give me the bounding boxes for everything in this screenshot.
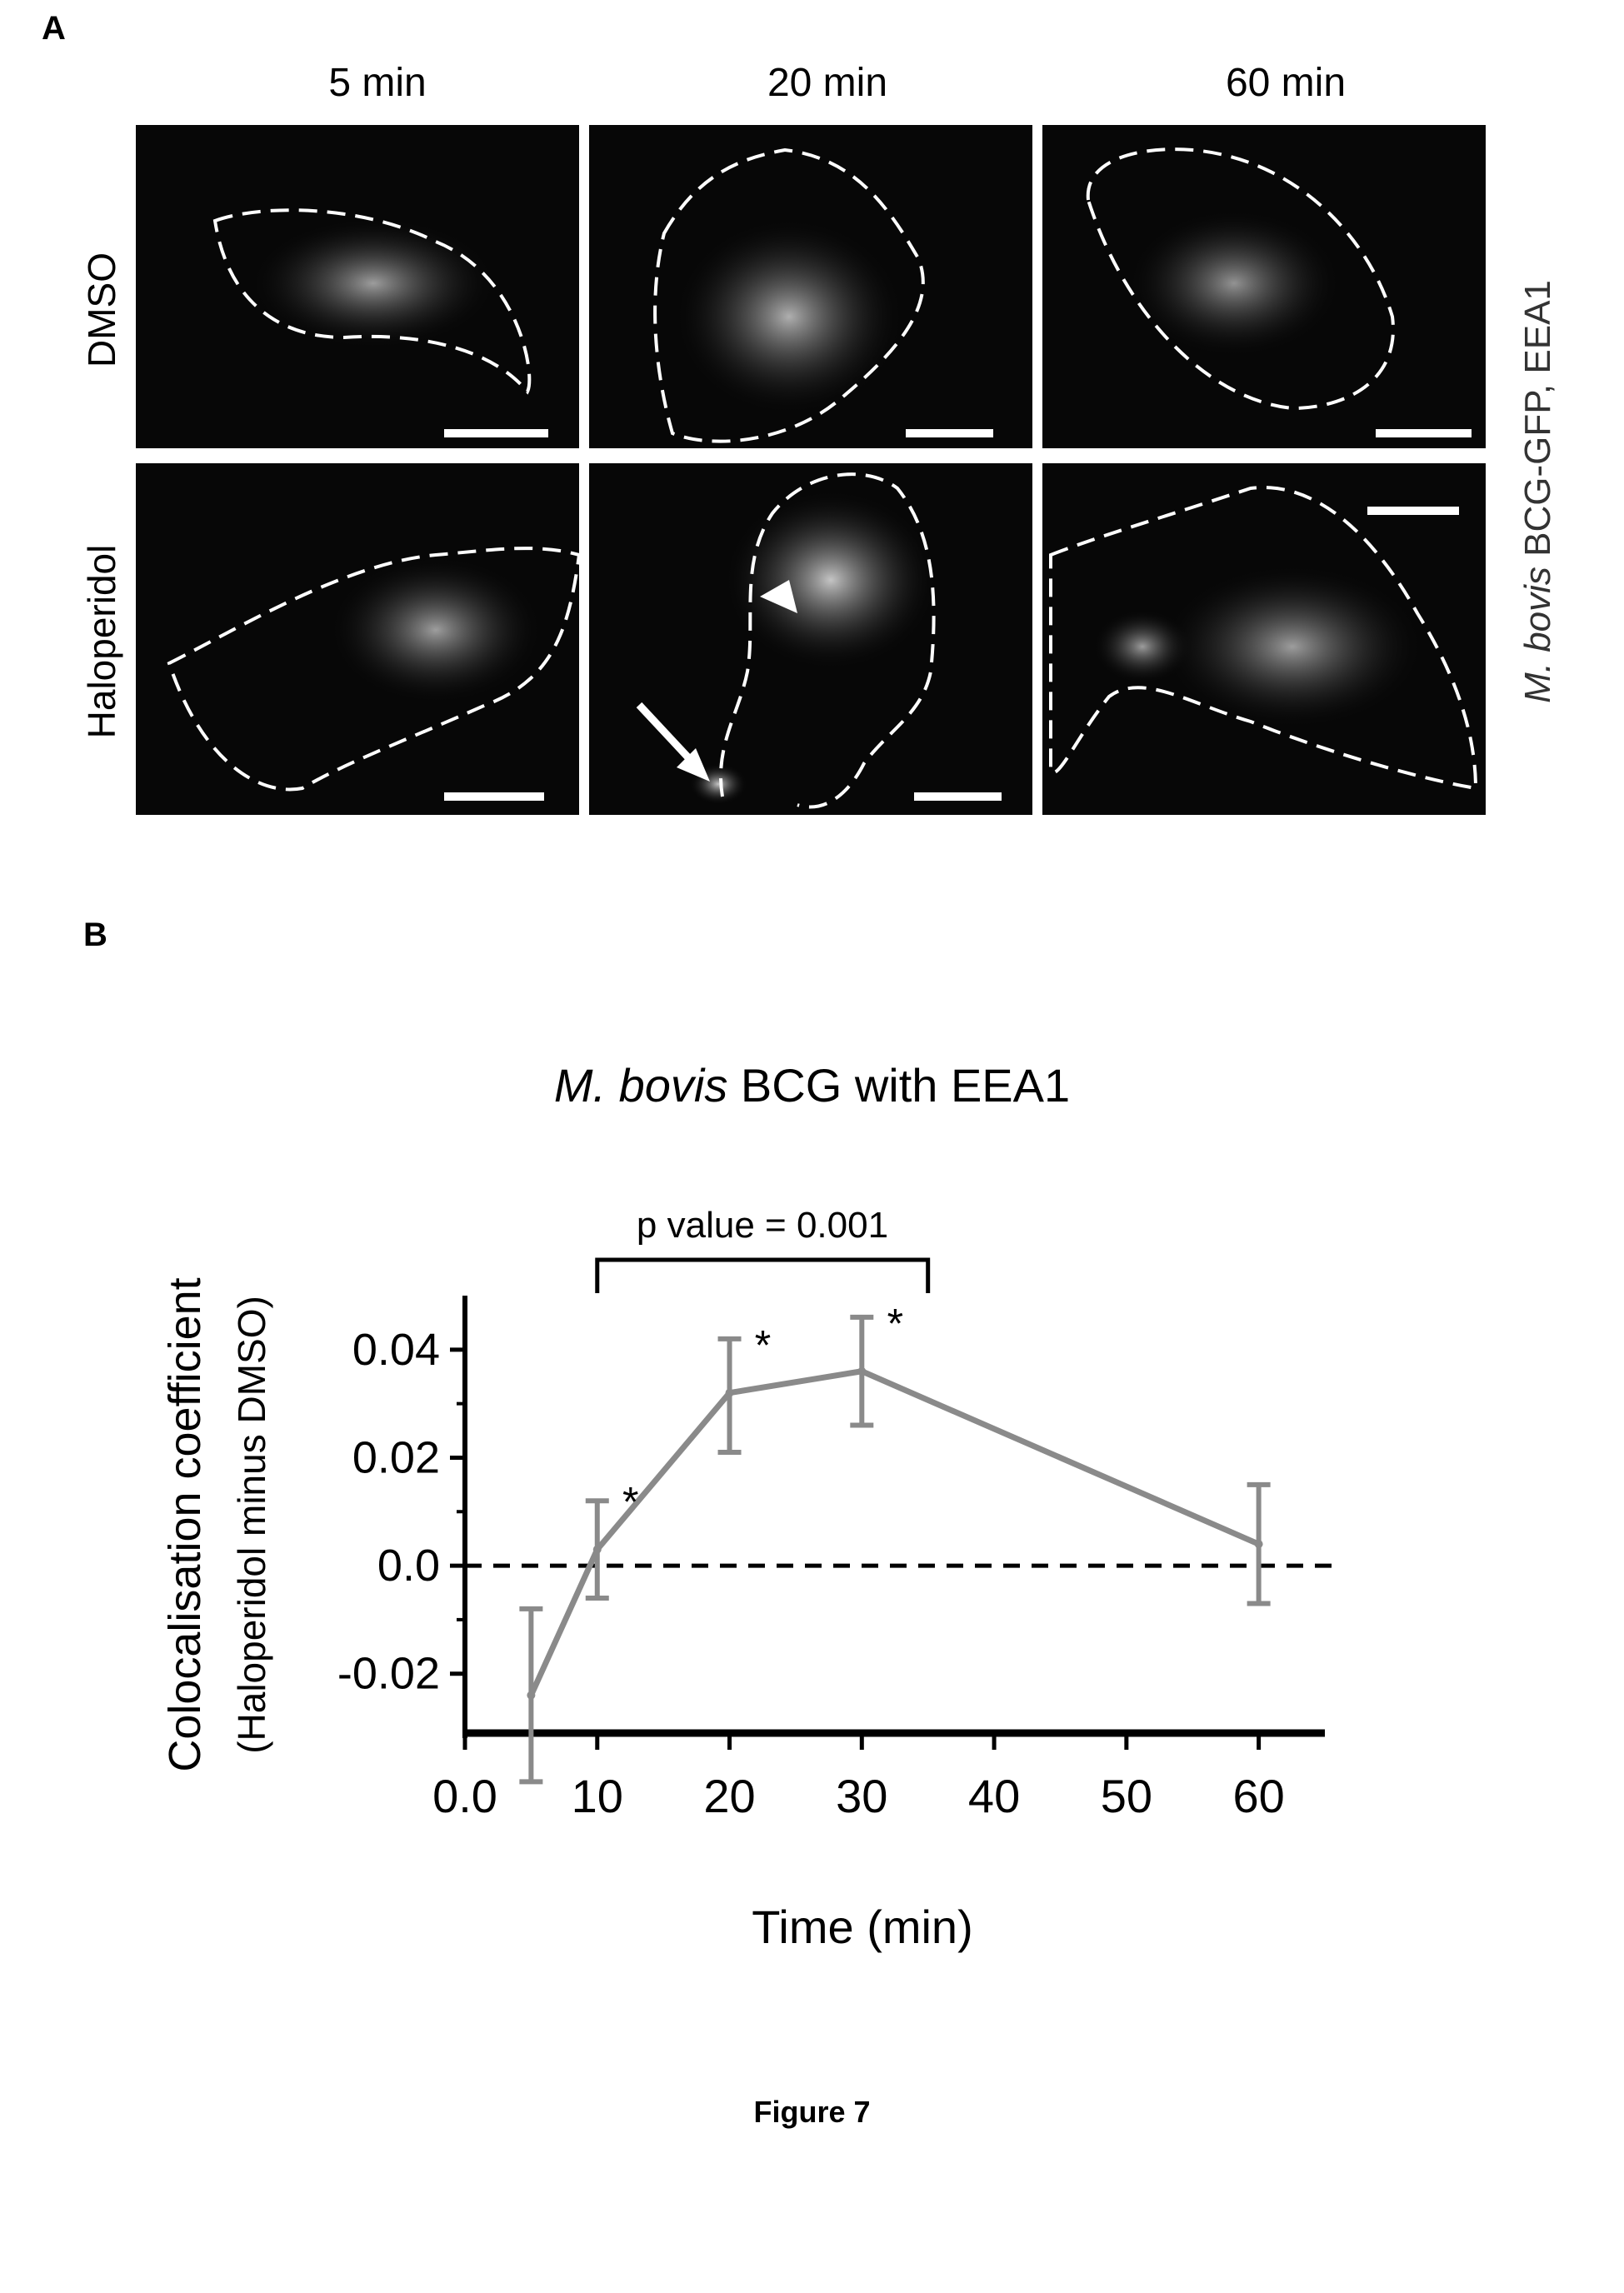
significance-bracket xyxy=(597,1260,928,1293)
y-tick-label: 0.0 xyxy=(377,1541,440,1591)
colocalisation-chart: -0.02 0.0 0.02 0.04 0.0 10 20 30 40 50 60 * * * Coloc… xyxy=(0,0,1624,2033)
data-point xyxy=(857,1367,866,1376)
data-point xyxy=(1255,1540,1263,1548)
x-axis-label: Time (min) xyxy=(752,1901,972,1953)
significance-asterisk: * xyxy=(755,1322,771,1369)
y-axis-sublabel: (Haloperidol minus DMSO) xyxy=(230,1296,273,1754)
x-tick-label: 0.0 xyxy=(432,1770,497,1822)
series-line xyxy=(531,1371,1258,1696)
x-tick-label: 20 xyxy=(703,1770,755,1822)
x-tick-label: 60 xyxy=(1232,1770,1284,1822)
x-tick-label: 50 xyxy=(1101,1770,1152,1822)
x-tick-label: 30 xyxy=(836,1770,887,1822)
y-tick-label: 0.04 xyxy=(352,1325,440,1375)
figure-caption: Figure 7 xyxy=(0,2095,1624,2130)
x-tick-label: 10 xyxy=(572,1770,623,1822)
x-tick-label: 40 xyxy=(968,1770,1020,1822)
data-point xyxy=(726,1389,734,1397)
significance-asterisk: * xyxy=(622,1479,638,1526)
data-point xyxy=(593,1546,602,1554)
significance-label: p value = 0.001 xyxy=(637,1205,888,1246)
y-tick-label: -0.02 xyxy=(337,1649,440,1699)
data-point xyxy=(527,1691,535,1700)
y-axis-label: Colocalisation coefficient xyxy=(160,1277,210,1771)
y-tick-label: 0.02 xyxy=(352,1432,440,1482)
significance-asterisk: * xyxy=(887,1301,903,1347)
